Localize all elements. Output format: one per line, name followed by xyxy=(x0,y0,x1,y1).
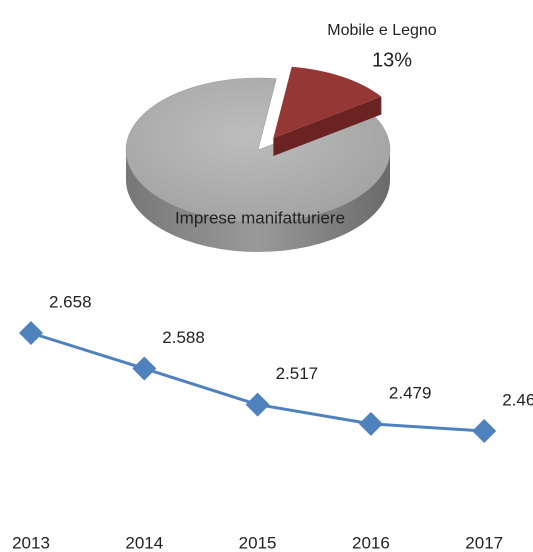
pie-slice-side xyxy=(379,96,382,115)
slice-value-label: 13% xyxy=(372,49,412,71)
pie-slice xyxy=(273,66,382,139)
marker xyxy=(472,419,497,443)
value-label: 2.658 xyxy=(49,292,92,311)
pie-side xyxy=(126,150,390,252)
x-tick-label: 2014 xyxy=(125,533,163,552)
value-label: 2.479 xyxy=(389,383,432,402)
slice-label: Mobile e Legno xyxy=(327,22,437,39)
x-tick-label: 2013 xyxy=(12,533,50,552)
value-label: 2.465 xyxy=(502,390,533,409)
x-tick-label: 2016 xyxy=(352,533,390,552)
pie-slice-side xyxy=(273,96,382,157)
x-tick-label: 2015 xyxy=(239,533,277,552)
marker xyxy=(19,321,43,345)
marker xyxy=(245,392,270,417)
value-label: 2.517 xyxy=(276,364,319,383)
marker xyxy=(132,356,157,381)
pie-slice xyxy=(125,77,391,223)
value-label: 2.588 xyxy=(162,328,205,347)
marker xyxy=(358,411,383,436)
slice-label: Imprese manifatturiere xyxy=(175,208,345,227)
x-tick-label: 2017 xyxy=(465,533,503,552)
